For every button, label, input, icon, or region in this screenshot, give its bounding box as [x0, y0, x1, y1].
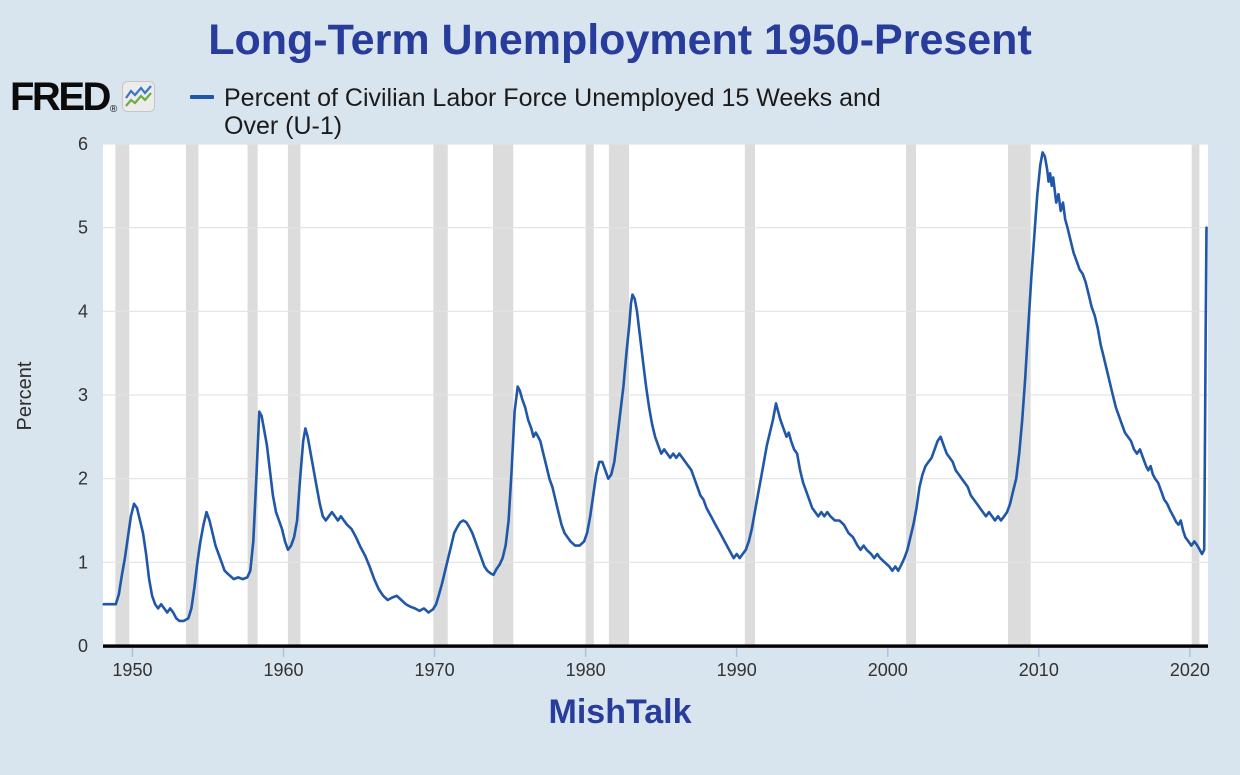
y-tick-label: 3	[78, 385, 88, 405]
y-tick-label: 1	[78, 552, 88, 572]
data-series-line	[102, 151, 1208, 623]
x-tick-label: 2000	[868, 660, 908, 680]
fred-logo: FRED ®	[10, 75, 156, 119]
legend-line-swatch	[190, 95, 214, 99]
x-tick-label: 1980	[566, 660, 606, 680]
x-tick-label: 2020	[1170, 660, 1210, 680]
y-axis: 0 1 2 3 4 5 6	[78, 134, 88, 656]
y-tick-label: 0	[78, 636, 88, 656]
x-tick-label: 1970	[415, 660, 455, 680]
x-tick-label: 2010	[1019, 660, 1059, 680]
x-tick-label: 1990	[717, 660, 757, 680]
sparkline-chart-icon	[122, 81, 156, 117]
y-tick-label: 2	[78, 469, 88, 489]
y-tick-label: 4	[78, 301, 88, 321]
legend-label-line2: Over (U-1)	[224, 112, 343, 140]
y-tick-label: 6	[78, 134, 88, 154]
watermark: MishTalk	[548, 693, 692, 731]
y-tick-label: 5	[78, 218, 88, 238]
fred-logo-text: FRED	[10, 75, 111, 119]
x-axis: 1950 1960 1970 1980 1990 2000 2010 2020	[112, 648, 1210, 680]
legend-label: Percent of Civilian Labor Force Unemploy…	[224, 84, 881, 140]
legend-label-line1: Percent of Civilian Labor Force Unemploy…	[224, 84, 881, 112]
x-axis-line	[103, 644, 1208, 648]
page-title: Long-Term Unemployment 1950-Present	[208, 16, 1032, 64]
x-tick-label: 1950	[112, 660, 152, 680]
x-tick-label: 1960	[263, 660, 303, 680]
registered-trademark-symbol: ®	[109, 104, 118, 115]
chart-legend: Percent of Civilian Labor Force Unemploy…	[190, 84, 881, 140]
